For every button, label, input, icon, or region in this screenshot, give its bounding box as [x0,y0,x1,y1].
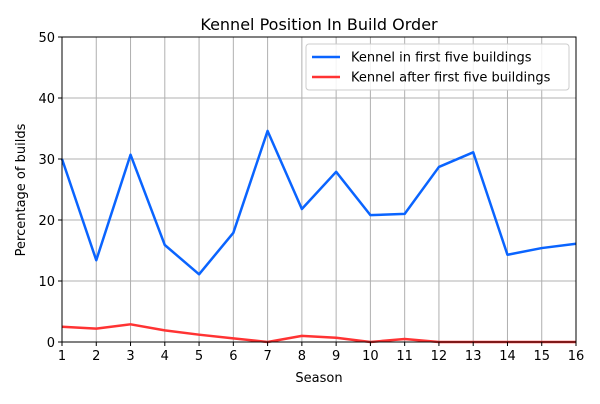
y-axis-label: Percentage of builds [14,123,29,256]
legend-label-0: Kennel in first five buildings [351,51,532,66]
x-tick-label: 8 [298,349,306,364]
x-tick-label: 4 [161,349,169,364]
y-tick-label: 10 [38,275,55,290]
legend: Kennel in first five buildings Kennel af… [305,43,570,91]
x-tick-label: 1 [58,349,66,364]
y-tick-label: 30 [38,153,55,168]
series-lines [60,129,577,344]
x-axis-label: Season [295,371,342,386]
x-tick-label: 11 [396,349,413,364]
x-tick-label: 10 [362,349,379,364]
y-tick-label: 0 [47,336,55,351]
legend-label-1: Kennel after first five buildings [351,71,551,86]
x-tick-label: 16 [568,349,585,364]
x-tick-label: 14 [499,349,516,364]
y-tick-label: 20 [38,214,55,229]
y-tick-label: 50 [38,31,55,46]
x-tick-label: 6 [229,349,237,364]
chart-title: Kennel Position In Build Order [200,15,438,34]
x-tick-label: 2 [92,349,100,364]
x-tick-label: 5 [195,349,203,364]
x-tick-label: 7 [263,349,271,364]
series-line-1 [61,323,576,344]
legend-box [305,43,570,91]
x-tick-label: 12 [431,349,448,364]
plot-frame [61,36,577,343]
series-line-0 [60,129,577,276]
x-tick-label: 13 [465,349,482,364]
x-tick-label: 15 [533,349,550,364]
y-tick-label: 40 [38,92,55,107]
x-tick-label: 3 [126,349,134,364]
x-tick-label: 9 [332,349,340,364]
